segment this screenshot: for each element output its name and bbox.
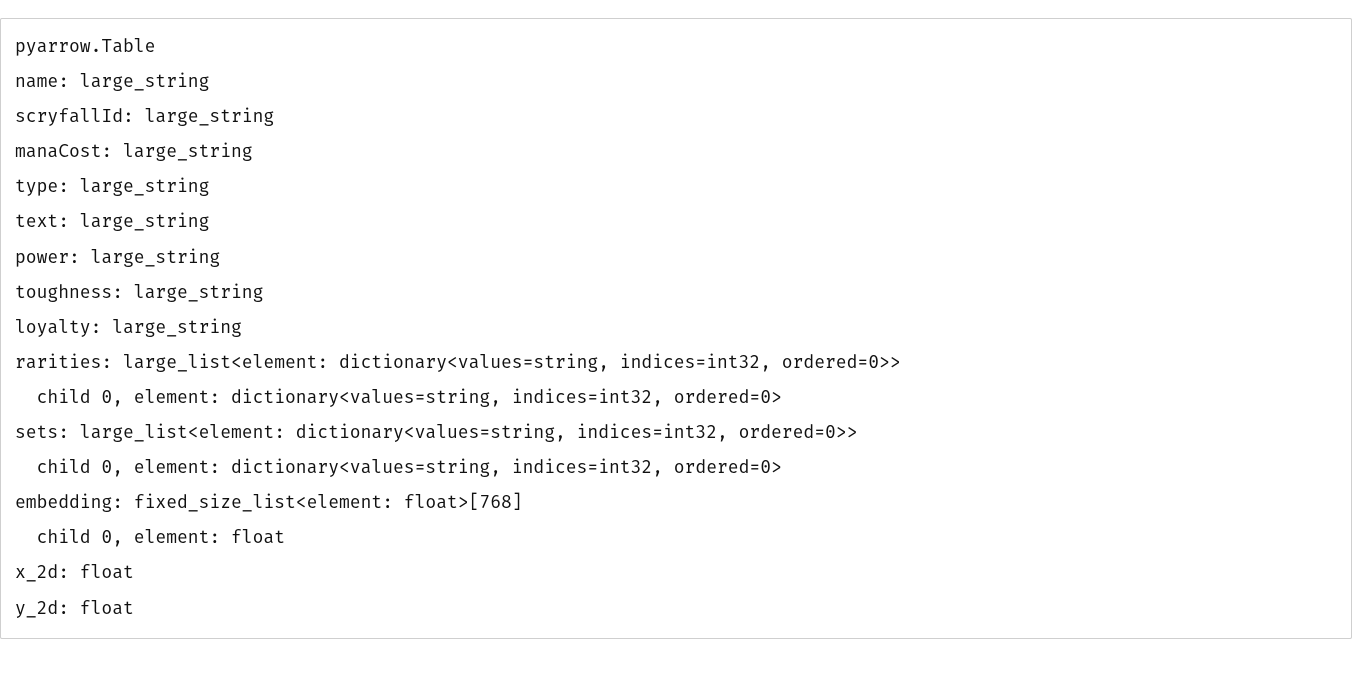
schema-field: type: large_string	[15, 169, 1337, 204]
schema-child: child 0, element: dictionary<values=stri…	[15, 450, 1337, 485]
schema-field: scryfallId: large_string	[15, 99, 1337, 134]
schema-field: text: large_string	[15, 204, 1337, 239]
schema-field: sets: large_list<element: dictionary<val…	[15, 415, 1337, 450]
schema-header: pyarrow.Table	[15, 29, 1337, 64]
schema-field: rarities: large_list<element: dictionary…	[15, 345, 1337, 380]
schema-field: loyalty: large_string	[15, 310, 1337, 345]
schema-field: embedding: fixed_size_list<element: floa…	[15, 485, 1337, 520]
schema-field: x_2d: float	[15, 555, 1337, 590]
schema-field: power: large_string	[15, 240, 1337, 275]
schema-field: name: large_string	[15, 64, 1337, 99]
schema-field: y_2d: float	[15, 591, 1337, 626]
schema-field: toughness: large_string	[15, 275, 1337, 310]
code-output-block: pyarrow.Tablename: large_stringscryfallI…	[0, 18, 1352, 639]
schema-child: child 0, element: float	[15, 520, 1337, 555]
schema-child: child 0, element: dictionary<values=stri…	[15, 380, 1337, 415]
schema-field: manaCost: large_string	[15, 134, 1337, 169]
